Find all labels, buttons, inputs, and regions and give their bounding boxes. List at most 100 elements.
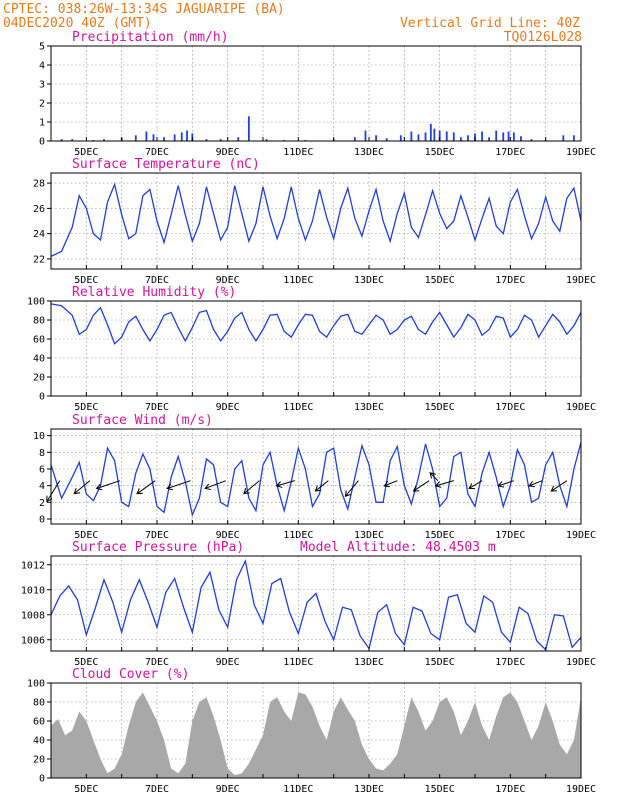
- cloud-title: Cloud Cover (%): [72, 667, 189, 682]
- header-date: 04DEC2020 40Z (GMT): [3, 16, 152, 31]
- x-tick-label: 5DEC: [74, 147, 98, 158]
- x-tick-label: 11DEC: [283, 275, 313, 286]
- precip-bar: [410, 131, 413, 141]
- wind-arrow-shaft: [204, 480, 227, 489]
- y-tick-label: 2: [39, 498, 45, 509]
- rh-line: [51, 303, 581, 345]
- y-tick-label: 0: [39, 137, 45, 148]
- precip-bar: [520, 136, 522, 141]
- wind-arrow-head: [204, 483, 211, 491]
- wind-arrow: [429, 472, 439, 482]
- y-tick-label: 4: [39, 61, 45, 72]
- model-altitude-note: Model Altitude: 48.4503 m: [300, 540, 496, 555]
- wind-arrow-head: [275, 481, 283, 488]
- wind-arrow: [550, 480, 568, 492]
- x-tick-label: 13DEC: [354, 657, 384, 668]
- x-tick-label: 19DEC: [566, 657, 596, 668]
- precip-bar: [134, 135, 137, 141]
- y-tick-label: 28: [33, 179, 45, 190]
- header-station: CPTEC: 038:26W-13:34S JAGUARIPE (BA): [3, 2, 285, 17]
- y-tick-label: 3: [39, 80, 45, 91]
- y-tick-label: 1010: [21, 585, 45, 596]
- panel-frame: [50, 45, 582, 142]
- precip-bar: [71, 139, 74, 141]
- wind-arrow-shaft: [429, 472, 439, 482]
- x-tick-label: 11DEC: [283, 784, 313, 795]
- precip-bar: [438, 130, 441, 141]
- wind-arrow-shaft: [276, 480, 295, 487]
- x-tick-label: 15DEC: [425, 275, 455, 286]
- y-tick-label: 80: [33, 316, 45, 327]
- y-tick-label: 8: [39, 448, 45, 459]
- panel-frame: [50, 682, 582, 779]
- wind-arrow-head: [468, 483, 475, 489]
- precip-bar: [237, 137, 240, 141]
- x-tick-label: 15DEC: [425, 530, 455, 541]
- precip-bar: [459, 137, 462, 141]
- pres-line: [51, 558, 581, 651]
- x-tick-label: 9DEC: [216, 275, 240, 286]
- wind-arrow-shaft: [167, 480, 191, 489]
- precip-bar: [467, 135, 469, 141]
- wind-arrow: [166, 480, 191, 491]
- wind-arrow-shaft: [468, 480, 483, 489]
- wind-arrow-shaft: [96, 480, 121, 489]
- wind-arrow-shaft: [345, 480, 359, 497]
- wind-arrow-head: [46, 495, 53, 503]
- y-tick-label: 0: [39, 515, 45, 526]
- wind-arrow: [275, 480, 295, 488]
- precip-bar: [265, 139, 268, 141]
- precip-bar: [530, 139, 533, 141]
- wind-arrow: [344, 480, 359, 498]
- x-tick-label: 19DEC: [566, 784, 596, 795]
- y-tick-label: 5: [39, 42, 45, 53]
- wind-title: Surface Wind (m/s): [72, 413, 213, 428]
- x-tick-label: 17DEC: [495, 657, 525, 668]
- x-tick-label: 17DEC: [495, 275, 525, 286]
- precip-bar: [399, 135, 402, 141]
- precip-bar: [219, 139, 222, 141]
- y-tick-label: 1: [39, 118, 45, 129]
- y-tick-label: 100: [27, 679, 45, 690]
- wind-arrow-shaft: [413, 480, 430, 492]
- x-tick-label: 5DEC: [74, 784, 98, 795]
- precip-bar: [481, 131, 483, 141]
- x-tick-label: 13DEC: [354, 275, 384, 286]
- wind-arrow: [412, 480, 430, 492]
- precip-bar: [507, 131, 510, 141]
- precip-bar: [445, 131, 448, 141]
- x-tick-label: 13DEC: [354, 147, 384, 158]
- panel-frame: [50, 428, 582, 525]
- header-code: TQ0126L028: [504, 30, 582, 45]
- panel-precipitation: Precipitation (mm/h) 0 1 2 3 4 5 5DEC 7DEC 9DEC 1…: [39, 30, 596, 158]
- x-tick-label: 7DEC: [145, 784, 169, 795]
- precip-bar: [186, 130, 188, 141]
- y-tick-label: 26: [33, 204, 45, 215]
- x-tick-label: 15DEC: [425, 784, 455, 795]
- precip-bar: [173, 134, 176, 141]
- header: CPTEC: 038:26W-13:34S JAGUARIPE (BA) 04D…: [3, 2, 582, 45]
- x-tick-label: 11DEC: [283, 657, 313, 668]
- wind-arrow: [136, 480, 156, 495]
- y-tick-label: 0: [39, 392, 45, 403]
- precip-bar: [364, 130, 367, 141]
- precip-bar: [502, 132, 505, 141]
- x-tick-label: 9DEC: [216, 147, 240, 158]
- y-tick-label: 22: [33, 254, 45, 265]
- panel-wind: Surface Wind (m/s) 0 2 4 6 8 10 5DEC 7DEC 9DEC 11…: [33, 413, 596, 541]
- wind-arrow-head: [528, 480, 535, 488]
- panel-frame: [50, 172, 582, 270]
- x-tick-label: 17DEC: [495, 784, 525, 795]
- precip-bar: [452, 132, 455, 141]
- temperature-title: Surface Temperature (nC): [72, 157, 260, 172]
- precip-bar: [424, 132, 427, 141]
- x-tick-label: 15DEC: [425, 402, 455, 413]
- wind-arrow-shaft: [528, 480, 543, 487]
- y-tick-label: 60: [33, 717, 45, 728]
- wind-line: [51, 442, 581, 517]
- y-tick-label: 4: [39, 481, 45, 492]
- precipitation-title: Precipitation (mm/h): [72, 30, 229, 45]
- y-tick-label: 24: [33, 229, 45, 240]
- y-tick-label: 20: [33, 755, 45, 766]
- precip-bar: [433, 128, 436, 141]
